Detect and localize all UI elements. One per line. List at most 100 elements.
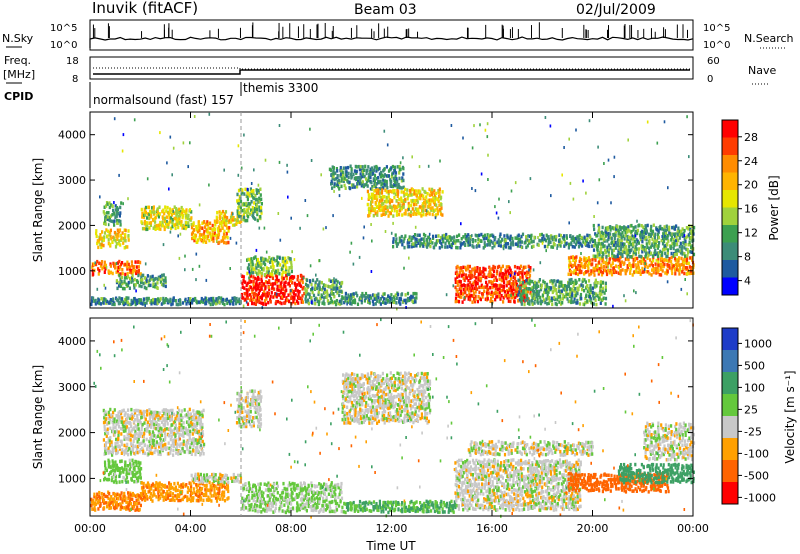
heatmap-cell [462, 272, 465, 277]
heatmap-cell [129, 414, 132, 418]
heatmap-cell [512, 295, 515, 299]
heatmap-cell [301, 276, 304, 281]
heatmap-cell [471, 239, 474, 244]
heatmap-cell [335, 299, 338, 303]
heatmap-cell [476, 269, 479, 273]
heatmap-cell [537, 243, 540, 247]
heatmap-cell [414, 237, 417, 241]
heatmap-speckle [362, 236, 365, 240]
heatmap-cell [668, 266, 671, 270]
heatmap-cell [612, 266, 616, 270]
heatmap-cell [225, 297, 228, 302]
heatmap-cell [188, 424, 191, 429]
heatmap-cell [356, 293, 359, 298]
heatmap-cell [598, 253, 601, 257]
heatmap-cell [512, 285, 515, 289]
heatmap-cell [258, 205, 261, 209]
heatmap-cell [625, 226, 628, 231]
heatmap-cell [122, 429, 125, 433]
heatmap-cell [300, 274, 303, 278]
heatmap-cell [641, 244, 645, 249]
heatmap-speckle [616, 253, 619, 257]
heatmap-cell [392, 191, 396, 195]
heatmap-cell [143, 210, 146, 214]
heatmap-cell [264, 295, 268, 299]
heatmap-cell [163, 424, 166, 428]
heatmap-cell [251, 267, 254, 272]
heatmap-cell [609, 246, 612, 250]
heatmap-cell [520, 300, 523, 304]
heatmap-cell [110, 443, 113, 448]
heatmap-cell [492, 283, 495, 287]
heatmap-speckle [418, 165, 421, 169]
heatmap-cell [151, 434, 155, 438]
heatmap-cell [132, 426, 136, 430]
heatmap-cell [139, 472, 142, 477]
heatmap-cell [119, 265, 122, 269]
heatmap-cell [190, 452, 193, 456]
heatmap-cell [548, 299, 551, 303]
heatmap-cell [137, 437, 140, 442]
heatmap-cell [147, 283, 150, 288]
heatmap-cell [601, 257, 605, 261]
heatmap-cell [390, 179, 393, 184]
heatmap-cell [571, 290, 574, 294]
heatmap-cell [672, 237, 675, 242]
heatmap-cell [404, 212, 407, 216]
heatmap-cell [403, 236, 406, 241]
heatmap-cell [603, 268, 607, 273]
heatmap-cell [393, 300, 396, 304]
heatmap-cell [116, 466, 120, 471]
heatmap-cell [101, 230, 104, 234]
heatmap-cell [400, 292, 404, 296]
heatmap-cell [104, 412, 107, 417]
heatmap-cell [169, 414, 172, 418]
heatmap-cell [605, 272, 609, 277]
heatmap-cell [477, 275, 480, 279]
heatmap-cell [489, 267, 492, 271]
heatmap-cell [115, 214, 118, 218]
heatmap-cell [101, 236, 104, 241]
heatmap-cell [245, 283, 248, 288]
heatmap-cell [148, 408, 151, 412]
heatmap-cell [604, 226, 607, 231]
heatmap-cell [589, 288, 592, 292]
heatmap-cell [571, 300, 574, 304]
heatmap-cell [144, 410, 147, 414]
heatmap-cell [143, 443, 147, 447]
heatmap-cell [92, 262, 95, 267]
heatmap-cell [483, 241, 486, 245]
heatmap-speckle [99, 195, 101, 199]
heatmap-cell [381, 182, 384, 186]
heatmap-cell [621, 254, 624, 258]
heatmap-cell [558, 242, 561, 247]
heatmap-cell [560, 289, 563, 293]
heatmap-cell [148, 216, 151, 221]
heatmap-cell [601, 289, 604, 294]
heatmap-cell [104, 410, 107, 414]
heatmap-cell [146, 413, 149, 417]
heatmap-cell [581, 279, 584, 284]
heatmap-cell [398, 203, 401, 208]
heatmap-cell [192, 221, 195, 225]
heatmap-cell [263, 260, 266, 265]
heatmap-cell [234, 218, 237, 222]
heatmap-cell [680, 246, 683, 251]
heatmap-cell [396, 165, 399, 169]
heatmap-cell [486, 294, 489, 299]
heatmap-cell [110, 219, 113, 223]
heatmap-cell [505, 265, 508, 269]
heatmap-cell [340, 301, 343, 305]
heatmap-cell [538, 278, 541, 282]
heatmap-cell [395, 205, 398, 209]
heatmap-cell [333, 294, 336, 299]
heatmap-cell [318, 285, 321, 290]
heatmap-cell [592, 239, 595, 244]
heatmap-cell [171, 441, 174, 445]
heatmap-cell [508, 280, 511, 284]
heatmap-cell [359, 172, 362, 176]
heatmap-cell [681, 245, 684, 249]
heatmap-cell [334, 171, 337, 175]
heatmap-cell [464, 290, 467, 294]
heatmap-cell [592, 243, 595, 248]
